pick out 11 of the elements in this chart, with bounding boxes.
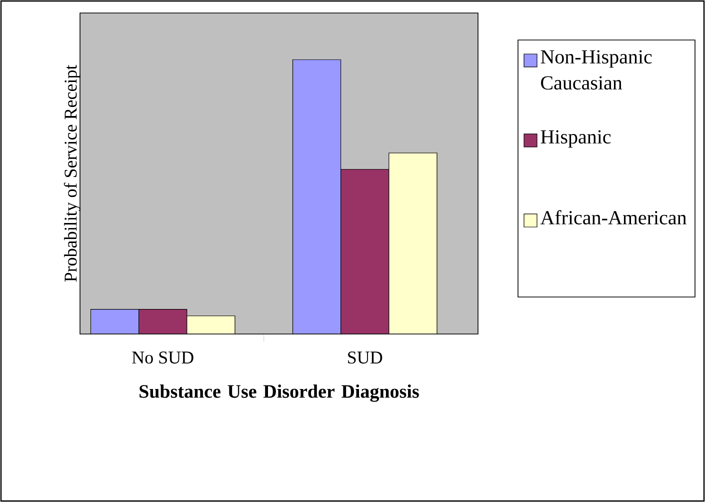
- bar: [388, 152, 438, 334]
- legend-label: African-American: [540, 210, 686, 224]
- legend-label: Non-Hispanic Caucasian: [540, 50, 652, 90]
- bar: [340, 169, 390, 334]
- x-tick-label: SUD: [348, 352, 382, 364]
- bar: [138, 308, 188, 334]
- y-axis-title: Probability of Service Receipt: [64, 64, 80, 282]
- x-axis-title: Substance Use Disorder Diagnosis: [140, 384, 419, 402]
- legend-label: Hispanic: [540, 130, 611, 148]
- x-tick-label: No SUD: [132, 352, 194, 364]
- bar: [186, 316, 236, 334]
